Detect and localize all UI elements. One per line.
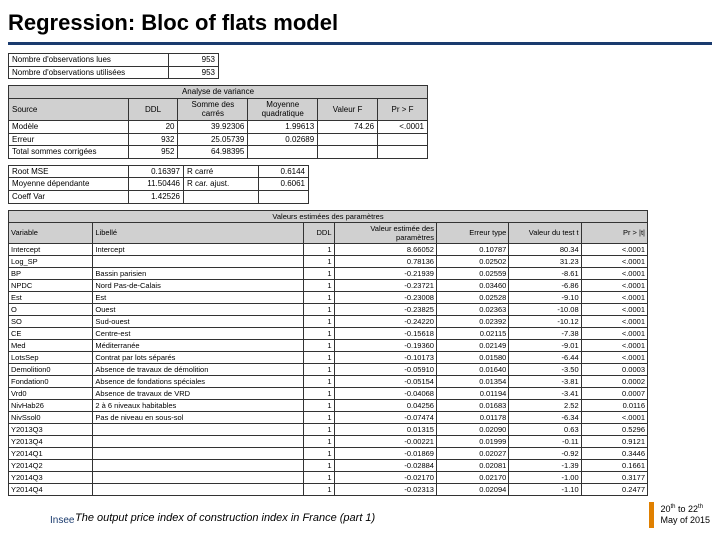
table-row: InterceptIntercept18.660520.1078780.34<.…: [9, 243, 648, 255]
table-row: Moyenne dépendante 11.50446 R car. ajust…: [9, 178, 309, 191]
footer-caption: The output price index of construction i…: [75, 512, 375, 524]
table-row: Log_SP10.781360.0250231.23<.0001: [9, 255, 648, 267]
observations-table: Nombre d'observations lues 953 Nombre d'…: [8, 53, 219, 79]
col-sumsq: Somme des carrés: [178, 98, 248, 120]
table-row: BPBassin parisien1-0.219390.02559-8.61<.…: [9, 267, 648, 279]
table-row: NPDCNord Pas-de-Calais1-0.237210.03460-6…: [9, 279, 648, 291]
table-header-row: Source DDL Somme des carrés Moyenne quad…: [9, 98, 428, 120]
anova-table: Analyse de variance Source DDL Somme des…: [8, 85, 428, 159]
col-ddl: DDL: [128, 98, 178, 120]
parameters-table: Valeurs estimées des paramètres Variable…: [8, 210, 648, 496]
table-row: Demolition0Absence de travaux de démolit…: [9, 363, 648, 375]
table-row: MedMéditerranée1-0.193600.02149-9.01<.00…: [9, 339, 648, 351]
table-row: Y2014Q31-0.021700.02170-1.000.3177: [9, 471, 648, 483]
obs-used-label: Nombre d'observations utilisées: [9, 66, 169, 79]
table-row: Y2013Q41-0.002210.01999-0.110.9121: [9, 435, 648, 447]
table-row: Modèle 20 39.92306 1.99613 74.26 <.0001: [9, 120, 428, 133]
footer: Insee The output price index of construc…: [0, 502, 720, 532]
table-row: Y2014Q21-0.028840.02081-1.390.1661: [9, 459, 648, 471]
table-row: NivHab262 à 6 niveaux habitables10.04256…: [9, 399, 648, 411]
footer-date: 20th to 22th May of 2015: [660, 504, 710, 526]
obs-used-value: 953: [169, 66, 219, 79]
table-row: Y2013Q310.013150.020900.630.5296: [9, 423, 648, 435]
obs-read-label: Nombre d'observations lues: [9, 54, 169, 67]
table-row: EstEst1-0.230080.02528-9.10<.0001: [9, 291, 648, 303]
anova-header: Analyse de variance: [9, 86, 428, 99]
logo-icon: [30, 512, 46, 528]
table-row: Y2014Q41-0.023130.02094-1.100.2477: [9, 483, 648, 495]
table-header-row: Variable Libellé DDL Valeur estimée des …: [9, 222, 648, 243]
table-row: Nombre d'observations utilisées 953: [9, 66, 219, 79]
table-row: NivSsol0Pas de niveau en sous-sol1-0.074…: [9, 411, 648, 423]
table-row: SOSud-ouest1-0.242200.02392-10.12<.0001: [9, 315, 648, 327]
table-row: Fondation0Absence de fondations spéciale…: [9, 375, 648, 387]
col-meansq: Moyenne quadratique: [248, 98, 318, 120]
table-row: Coeff Var 1.42526: [9, 190, 309, 203]
col-f: Valeur F: [318, 98, 378, 120]
footer-date-block: 20th to 22th May of 2015: [649, 502, 710, 528]
fit-stats-table: Root MSE 0.16397 R carré 0.6144 Moyenne …: [8, 165, 309, 204]
col-source: Source: [9, 98, 129, 120]
table-row: Root MSE 0.16397 R carré 0.6144: [9, 165, 309, 178]
table-row: Nombre d'observations lues 953: [9, 54, 219, 67]
orange-bar: [649, 502, 654, 528]
table-row: Vrd0Absence de travaux de VRD1-0.040680.…: [9, 387, 648, 399]
slide-title: Regression: Bloc of flats model: [0, 0, 720, 42]
table-row: Total sommes corrigées 952 64.98395: [9, 146, 428, 159]
table-row: LotsSepContrat par lots séparés1-0.10173…: [9, 351, 648, 363]
params-header: Valeurs estimées des paramètres: [9, 210, 648, 222]
table-row: Y2014Q11-0.018690.02027-0.920.3446: [9, 447, 648, 459]
logo-text: Insee: [50, 515, 74, 526]
table-row: CECentre-est1-0.156180.02115-7.38<.0001: [9, 327, 648, 339]
table-row: Erreur 932 25.05739 0.02689: [9, 133, 428, 146]
content-area: Nombre d'observations lues 953 Nombre d'…: [0, 45, 720, 496]
table-row: OOuest1-0.238250.02363-10.08<.0001: [9, 303, 648, 315]
insee-logo: Insee: [30, 512, 74, 528]
obs-read-value: 953: [169, 54, 219, 67]
col-p: Pr > F: [378, 98, 428, 120]
